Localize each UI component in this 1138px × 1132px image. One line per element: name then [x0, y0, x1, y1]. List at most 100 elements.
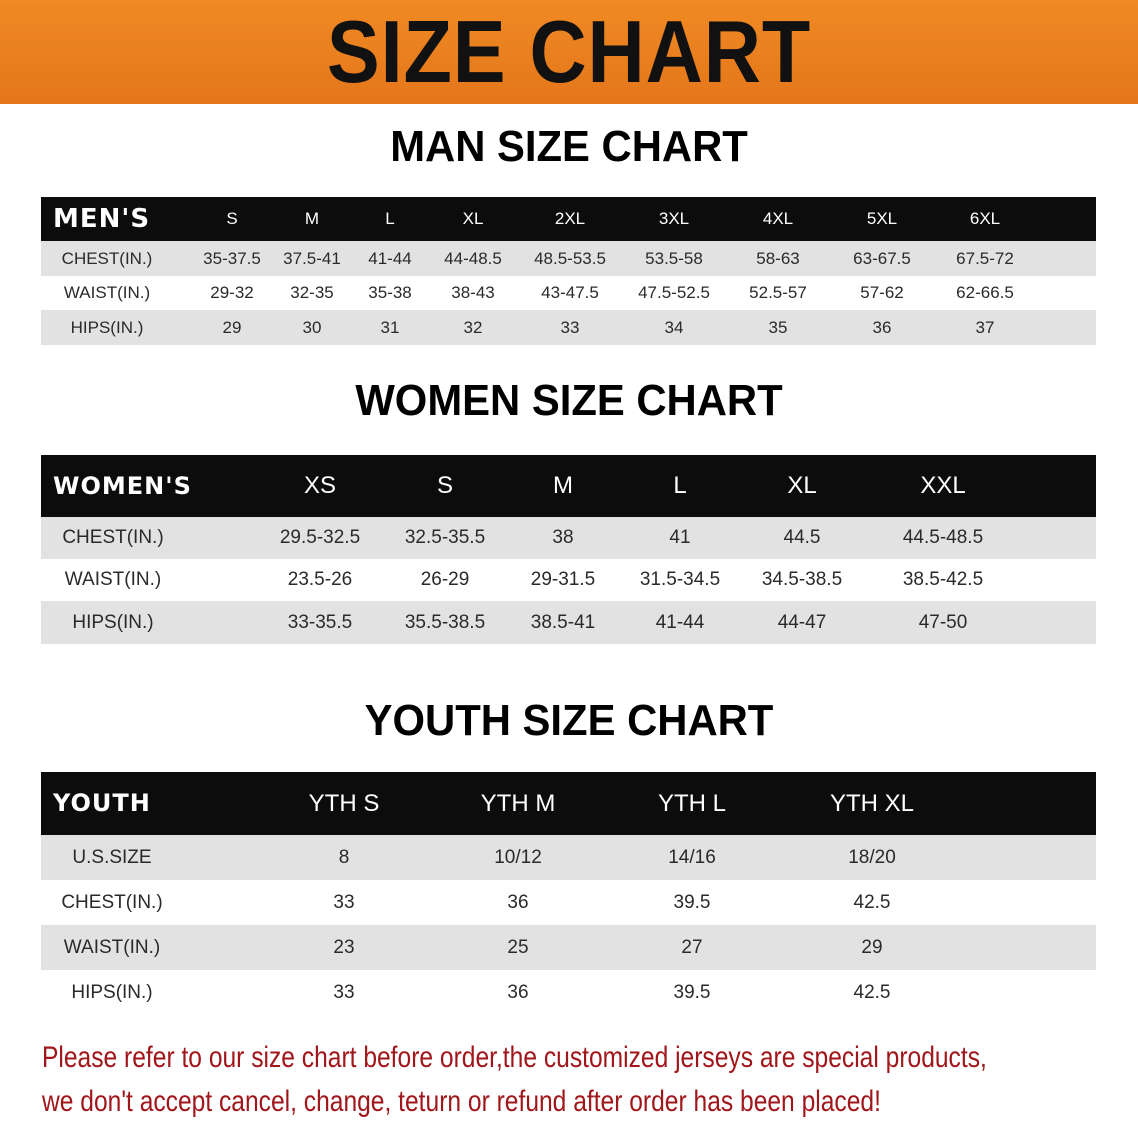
size-header: S	[226, 209, 238, 228]
measurement-cell: 37.5-41	[283, 249, 341, 268]
measurement-cell: 44.5	[783, 527, 821, 548]
table-row: WAIST(IN.) 23 25 27 29	[41, 925, 1096, 970]
measurement-cell: 44-48.5	[444, 249, 502, 268]
measurement-cell: 23.5-26	[287, 569, 353, 590]
header-label: MEN'S	[53, 204, 151, 234]
table-row: CHEST(IN.) 35-37.5 37.5-41 41-44 44-48.5 48.5…	[41, 241, 1096, 276]
measurement-cell: 29-31.5	[530, 569, 596, 590]
size-header: 3XL	[658, 209, 690, 228]
measurement-cell: 18/20	[848, 847, 896, 868]
row-label: HIPS(IN.)	[70, 318, 144, 337]
measurement-cell: 37	[975, 318, 995, 337]
table-row: CHEST(IN.) 33 36 39.5 42.5	[41, 880, 1096, 925]
row-label: WAIST(IN.)	[63, 283, 151, 302]
measurement-cell: 42.5	[853, 982, 891, 1003]
notice-line-1: Please refer to our size chart before or…	[42, 1041, 987, 1074]
measurement-cell: 30	[302, 318, 322, 337]
size-header: XL	[787, 472, 817, 499]
measurement-cell: 29-32	[210, 283, 254, 302]
row-label: WAIST(IN.)	[64, 569, 162, 590]
measurement-cell: 26-29	[420, 569, 470, 590]
size-header: YTH M	[480, 790, 556, 817]
measurement-cell: 44-47	[777, 612, 827, 633]
measurement-cell: 39.5	[673, 892, 711, 913]
table-row: CHEST(IN.) 29.5-32.5 32.5-35.5 38 41 44.5 44.5…	[41, 517, 1096, 559]
size-header: 4XL	[762, 209, 794, 228]
size-header: 6XL	[969, 209, 1001, 228]
size-header: M	[553, 472, 573, 499]
measurement-cell: 27	[681, 937, 703, 958]
row-label: U.S.SIZE	[72, 847, 152, 868]
measurement-cell: 33	[333, 892, 355, 913]
measurement-cell: 44.5-48.5	[902, 527, 984, 548]
measurement-cell: 29	[861, 937, 883, 958]
measurement-cell: 14/16	[668, 847, 716, 868]
measurement-cell: 33	[560, 318, 580, 337]
measurement-cell: 39.5	[673, 982, 711, 1003]
measurement-cell: 63-67.5	[853, 249, 911, 268]
row-label: CHEST(IN.)	[61, 892, 163, 913]
women-header-row: WOMEN'S XS S M L XL XXL	[41, 455, 1096, 517]
men-header-row: MEN'S S M L XL 2XL 3XL 4XL 5XL 6XL	[41, 197, 1096, 241]
measurement-cell: 8	[338, 847, 350, 868]
table-row: HIPS(IN.) 33-35.5 35.5-38.5 38.5-41 41-44 44-…	[41, 601, 1096, 644]
table-row: U.S.SIZE 8 10/12 14/16 18/20	[41, 835, 1096, 880]
size-header: 2XL	[554, 209, 586, 228]
measurement-cell: 57-62	[860, 283, 904, 302]
measurement-cell: 34	[664, 318, 684, 337]
measurement-cell: 34.5-38.5	[761, 569, 843, 590]
measurement-cell: 36	[507, 892, 529, 913]
measurement-cell: 32	[463, 318, 483, 337]
size-header: XS	[303, 472, 337, 499]
measurement-cell: 42.5	[853, 892, 891, 913]
measurement-cell: 41-44	[655, 612, 705, 633]
measurement-cell: 36	[507, 982, 529, 1003]
measurement-cell: 43-47.5	[541, 283, 599, 302]
size-header: 5XL	[866, 209, 898, 228]
table-row: WAIST(IN.) 29-32 32-35 35-38 38-43 43-47.5 47.…	[41, 276, 1096, 310]
size-header: XL	[462, 209, 484, 228]
measurement-cell: 41-44	[368, 249, 412, 268]
size-header: L	[673, 472, 687, 499]
measurement-cell: 58-63	[756, 249, 800, 268]
banner-title: SIZE CHART	[326, 2, 812, 101]
row-label: HIPS(IN.)	[72, 612, 154, 633]
size-header: L	[385, 209, 395, 228]
row-label: CHEST(IN.)	[61, 249, 153, 268]
measurement-cell: 67.5-72	[956, 249, 1014, 268]
size-header: M	[304, 209, 320, 228]
size-header: YTH L	[657, 790, 727, 817]
size-header: YTH XL	[829, 790, 915, 817]
measurement-cell: 62-66.5	[956, 283, 1014, 302]
men-section-title: MAN SIZE CHART	[390, 122, 748, 171]
header-label: WOMEN'S	[53, 472, 192, 500]
measurement-cell: 38.5-42.5	[902, 569, 984, 590]
row-label: HIPS(IN.)	[71, 982, 153, 1003]
measurement-cell: 35.5-38.5	[404, 612, 486, 633]
row-label: WAIST(IN.)	[63, 937, 161, 958]
women-section-title: WOMEN SIZE CHART	[355, 376, 783, 425]
measurement-cell: 31	[380, 318, 400, 337]
measurement-cell: 41	[669, 527, 691, 548]
measurement-cell: 38	[552, 527, 574, 548]
measurement-cell: 53.5-58	[645, 249, 703, 268]
table-row: WAIST(IN.) 23.5-26 26-29 29-31.5 31.5-34.5 34…	[41, 559, 1096, 601]
measurement-cell: 47-50	[918, 612, 968, 633]
measurement-cell: 35-38	[368, 283, 412, 302]
measurement-cell: 48.5-53.5	[534, 249, 606, 268]
measurement-cell: 47.5-52.5	[638, 283, 710, 302]
size-header: XXL	[920, 472, 966, 499]
measurement-cell: 35-37.5	[203, 249, 261, 268]
measurement-cell: 38.5-41	[530, 612, 596, 633]
size-header: YTH S	[308, 790, 380, 817]
measurement-cell: 29	[222, 318, 242, 337]
banner: SIZE CHART	[0, 0, 1138, 104]
table-row: HIPS(IN.) 33 36 39.5 42.5	[41, 970, 1096, 1015]
measurement-cell: 35	[768, 318, 788, 337]
measurement-cell: 36	[872, 318, 892, 337]
measurement-cell: 10/12	[494, 847, 542, 868]
header-label: YOUTH	[53, 789, 151, 817]
row-label: CHEST(IN.)	[62, 527, 164, 548]
table-row: HIPS(IN.) 29 30 31 32 33 34 35 36 37	[41, 310, 1096, 345]
youth-header-row: YOUTH YTH S YTH M YTH L YTH XL	[41, 772, 1096, 835]
